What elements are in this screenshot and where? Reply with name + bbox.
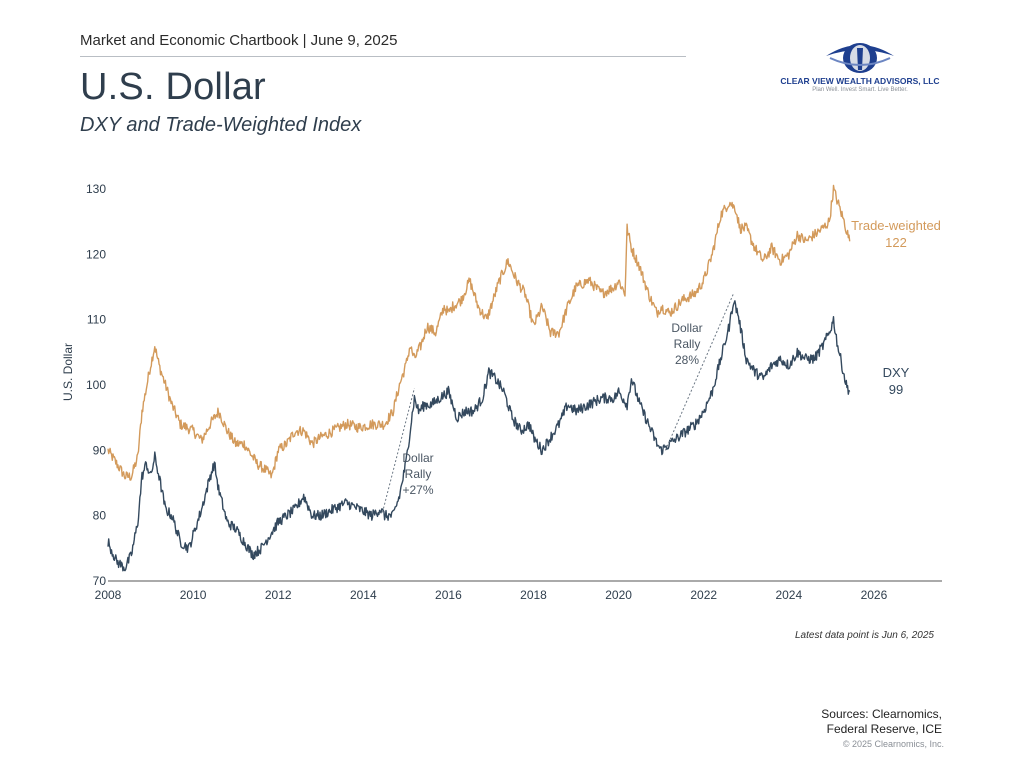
series-end-label: 99 bbox=[889, 382, 903, 397]
x-tick-label: 2018 bbox=[520, 588, 547, 602]
x-tick-label: 2010 bbox=[180, 588, 207, 602]
rally-label: 28% bbox=[675, 353, 699, 367]
sources: Sources: Clearnomics, Federal Reserve, I… bbox=[821, 707, 942, 737]
sources-line-1: Sources: Clearnomics, bbox=[821, 707, 942, 721]
y-axis: 70 80 90 100 110 120 130 bbox=[86, 182, 106, 588]
page-subtitle: DXY and Trade-Weighted Index bbox=[80, 114, 362, 136]
y-tick-label: 90 bbox=[93, 443, 107, 457]
y-tick-label: 110 bbox=[87, 313, 106, 327]
rally-label: Dollar bbox=[402, 451, 433, 465]
y-axis-label: U.S. Dollar bbox=[61, 343, 75, 401]
series-end-label: 122 bbox=[885, 235, 907, 250]
x-tick-label: 2008 bbox=[95, 588, 122, 602]
y-tick-label: 100 bbox=[86, 378, 106, 392]
latest-data-note: Latest data point is Jun 6, 2025 bbox=[795, 630, 934, 641]
page-title: U.S. Dollar bbox=[80, 66, 266, 108]
x-tick-label: 2016 bbox=[435, 588, 462, 602]
header-line: Market and Economic Chartbook | June 9, … bbox=[80, 32, 398, 49]
series-end-label: DXY bbox=[883, 365, 910, 380]
annotation-layer: Dollar Rally +27% Dollar Rally 28% Trade-weigh… bbox=[381, 218, 941, 513]
logo-tagline: Plan Well. Invest Smart. Live Better. bbox=[812, 87, 908, 93]
y-tick-label: 120 bbox=[86, 247, 106, 261]
x-tick-label: 2026 bbox=[861, 588, 888, 602]
x-tick-label: 2022 bbox=[690, 588, 717, 602]
rally-label: Rally bbox=[674, 337, 701, 351]
rally-label: +27% bbox=[402, 483, 433, 497]
sources-line-2: Federal Reserve, ICE bbox=[826, 722, 942, 736]
copyright: © 2025 Clearnomics, Inc. bbox=[842, 739, 944, 749]
rally-dashed-line bbox=[381, 388, 415, 513]
series-end-label: Trade-weighted bbox=[851, 218, 941, 233]
x-tick-label: 2014 bbox=[350, 588, 377, 602]
series-layer bbox=[107, 184, 851, 572]
x-tick-label: 2012 bbox=[265, 588, 292, 602]
company-logo: Clear View Wealth Advisors, LLC Plan Wel… bbox=[780, 38, 940, 100]
x-tick-label: 2024 bbox=[775, 588, 802, 602]
x-axis: 2008 2010 2012 2014 2016 2018 2020 2022 2024 2026 bbox=[95, 580, 942, 602]
y-tick-label: 80 bbox=[93, 509, 107, 523]
rally-label: Rally bbox=[405, 467, 432, 481]
y-tick-label: 130 bbox=[86, 182, 106, 196]
x-tick-label: 2020 bbox=[605, 588, 632, 602]
eye-logo-icon bbox=[826, 43, 894, 73]
logo-company-name: Clear View Wealth Advisors, LLC bbox=[780, 76, 940, 86]
rally-dashed-line bbox=[664, 293, 734, 451]
rally-label: Dollar bbox=[671, 321, 702, 335]
series-line-dxy bbox=[107, 300, 851, 572]
header-divider bbox=[80, 56, 686, 57]
y-tick-label: 70 bbox=[93, 574, 107, 588]
series-line-trade-weighted bbox=[107, 184, 851, 481]
